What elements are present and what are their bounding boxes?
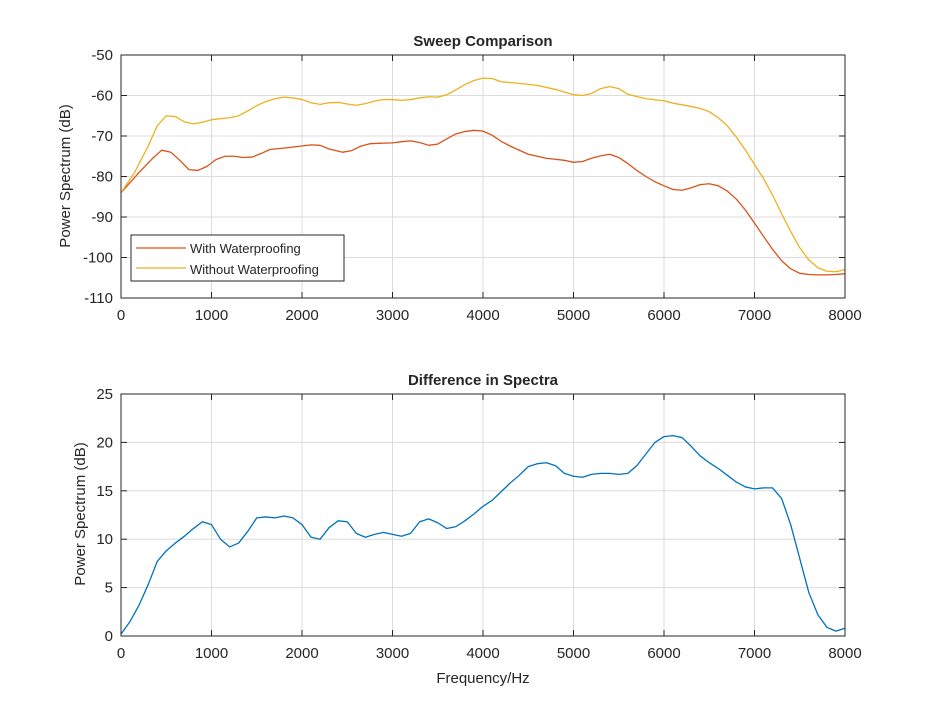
- x-tick-label: 7000: [738, 645, 771, 662]
- x-tick-label: 3000: [376, 307, 409, 324]
- x-tick-label: 4000: [466, 307, 499, 324]
- y-tick-label: -60: [91, 88, 113, 105]
- y-axis-label: Power Spectrum (dB): [57, 104, 74, 247]
- x-tick-label: 7000: [738, 307, 771, 324]
- y-tick-label: 5: [105, 580, 113, 597]
- x-tick-label: 0: [117, 645, 125, 662]
- y-tick-label: 15: [96, 483, 113, 500]
- y-tick-label: -110: [84, 290, 113, 307]
- series-line-without-waterproofing: [120, 77, 846, 273]
- chart-title: Sweep Comparison: [413, 33, 552, 50]
- y-tick-label: -100: [83, 250, 113, 267]
- series-line-with-waterproofing: [120, 129, 846, 276]
- y-tick-label: -90: [91, 209, 113, 226]
- x-tick-label: 6000: [647, 645, 680, 662]
- y-tick-label: 25: [96, 386, 113, 403]
- x-tick-label: 8000: [828, 307, 861, 324]
- y-tick-label: -70: [91, 128, 113, 145]
- y-tick-label: 10: [96, 531, 113, 548]
- difference-axes: Difference in Spectra Power Spectrum (dB…: [72, 372, 862, 687]
- x-tick-label: 4000: [466, 645, 499, 662]
- x-tick-label: 8000: [828, 645, 861, 662]
- y-tick-label: -50: [91, 47, 113, 64]
- y-tick-label: -80: [91, 169, 113, 186]
- chart-title: Difference in Spectra: [408, 372, 559, 389]
- x-tick-label: 2000: [285, 307, 318, 324]
- x-tick-label: 5000: [557, 645, 590, 662]
- legend-label-without-waterproofing: Without Waterproofing: [190, 262, 319, 277]
- x-tick-label: 1000: [195, 645, 228, 662]
- y-tick-label: 0: [105, 628, 113, 645]
- x-tick-label: 0: [117, 307, 125, 324]
- x-tick-label: 1000: [195, 307, 228, 324]
- legend-box: [130, 234, 345, 282]
- legend: With Waterproofing Without Waterproofing: [130, 234, 345, 282]
- x-axis-label: Frequency/Hz: [436, 670, 529, 687]
- y-tick-label: 20: [96, 434, 113, 451]
- x-tick-label: 3000: [376, 645, 409, 662]
- x-tick-label: 6000: [647, 307, 680, 324]
- series-line-difference: [120, 434, 846, 635]
- legend-label-with-waterproofing: With Waterproofing: [190, 241, 301, 256]
- x-tick-label: 2000: [285, 645, 318, 662]
- y-axis-label: Power Spectrum (dB): [72, 442, 89, 585]
- x-tick-label: 5000: [557, 307, 590, 324]
